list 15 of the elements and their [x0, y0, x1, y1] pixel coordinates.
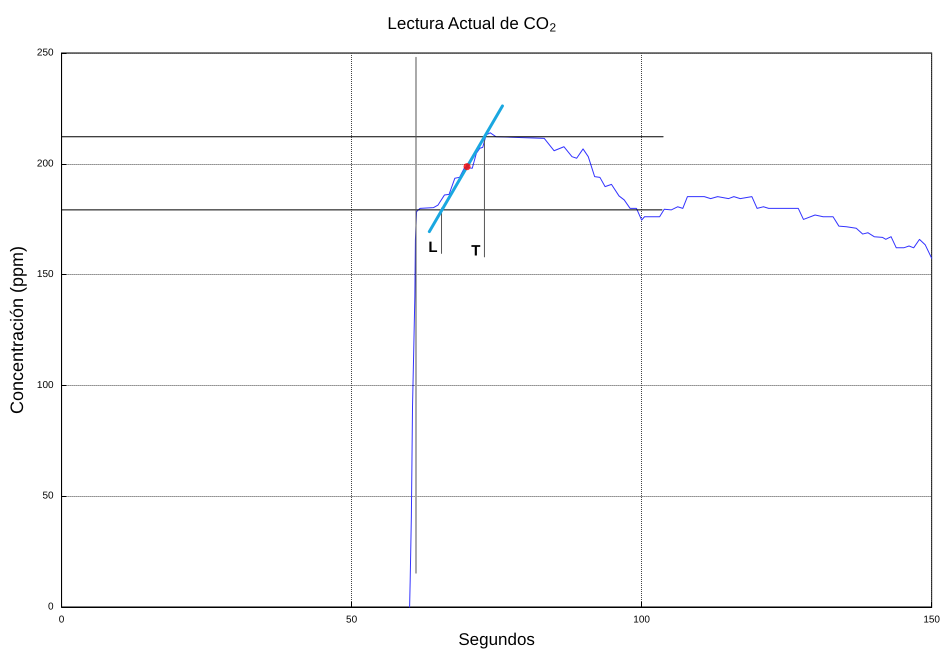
series-label: T	[471, 242, 480, 260]
x-axis-title: Segundos	[458, 630, 535, 649]
x-tick-label: 50	[346, 614, 358, 626]
line-series	[409, 132, 932, 608]
x-tick-label: 150	[923, 614, 940, 626]
y-tick-label: 50	[42, 490, 54, 502]
series-label: L	[428, 238, 438, 256]
y-tick-label: 0	[48, 602, 54, 612]
y-tick-label: 200	[36, 158, 54, 170]
y-tick-label: 250	[36, 48, 54, 58]
y-tick-label: 100	[36, 380, 54, 391]
y-axis-title: Concentración (ppm)	[7, 246, 27, 414]
x-tick-label: 100	[633, 614, 650, 626]
x-tick-label: 0	[58, 614, 65, 626]
y-tick-label: 150	[36, 269, 54, 280]
